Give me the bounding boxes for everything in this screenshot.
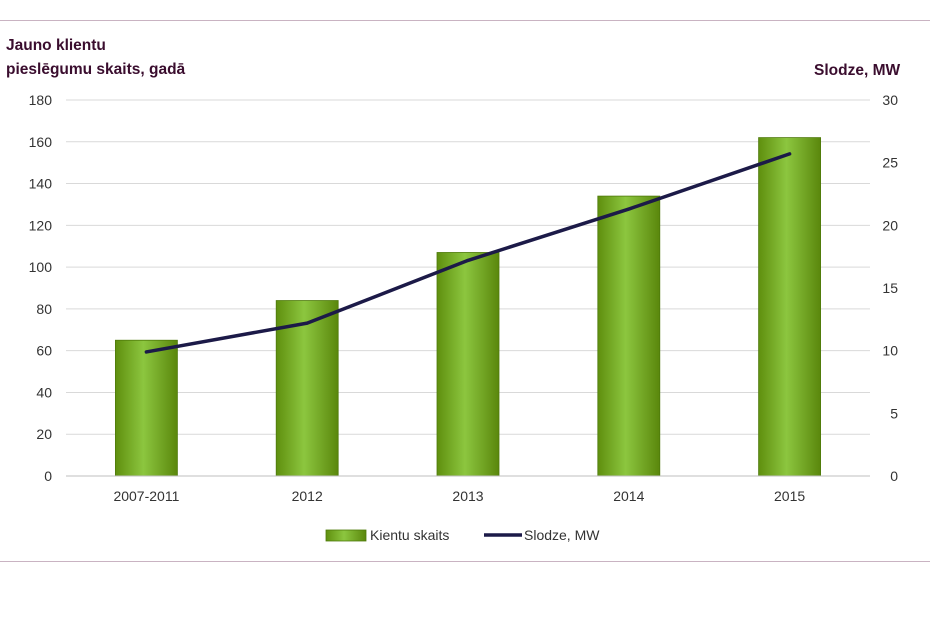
bar [597, 195, 661, 477]
category-label: 2015 [774, 488, 805, 504]
left-tick-label: 80 [36, 301, 52, 317]
legend-bar-label: Kientu skaits [370, 527, 449, 543]
left-axis-title: Jauno klientu pieslēgumu skaits, gadā [6, 34, 185, 82]
legend-line-label: Slodze, MW [524, 527, 600, 543]
left-axis-title-line2: pieslēgumu skaits, gadā [6, 61, 186, 78]
right-tick-label: 5 [890, 405, 898, 421]
axes: 0 20 40 60 80 100 120 140 160 180 0 5 10 15 20 25 30 2007… [29, 92, 899, 504]
line-point [627, 207, 631, 211]
line-point [466, 258, 470, 262]
left-tick-label: 0 [44, 468, 52, 484]
category-label: 2012 [292, 488, 323, 504]
line-point [788, 152, 792, 156]
category-label: 2013 [452, 488, 483, 504]
frame-bottom-line [0, 561, 930, 562]
right-tick-label: 10 [882, 343, 898, 359]
bar [758, 137, 821, 477]
right-axis-title: Slodze, MW [814, 62, 901, 79]
left-tick-label: 160 [29, 134, 53, 150]
right-tick-label: 0 [890, 468, 898, 484]
frame-top-line [0, 20, 930, 21]
left-tick-label: 120 [29, 217, 53, 233]
line-point [144, 350, 148, 354]
right-tick-label: 30 [882, 92, 898, 108]
right-tick-label: 20 [882, 217, 898, 233]
line-series [144, 152, 792, 354]
bar [275, 300, 339, 477]
left-tick-label: 140 [29, 176, 53, 192]
left-tick-label: 180 [29, 92, 53, 108]
left-tick-label: 100 [29, 259, 53, 275]
legend-bar-swatch [325, 529, 367, 542]
legend: Kientu skaits Slodze, MW [325, 527, 600, 543]
left-tick-label: 60 [36, 343, 52, 359]
left-tick-label: 20 [36, 426, 52, 442]
bar-series [115, 137, 821, 477]
line-point [305, 321, 309, 325]
bar [436, 252, 500, 477]
right-tick-label: 15 [882, 280, 898, 296]
left-axis-title-line1: Jauno klientu [6, 37, 106, 54]
right-tick-label: 25 [882, 155, 898, 171]
left-tick-label: 40 [36, 384, 52, 400]
category-label: 2014 [613, 488, 644, 504]
bar [115, 339, 178, 477]
category-label: 2007-2011 [113, 488, 179, 504]
